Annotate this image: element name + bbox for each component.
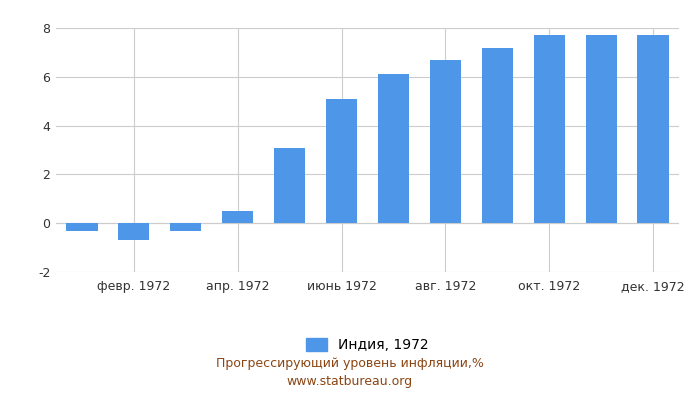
Legend: Индия, 1972: Индия, 1972	[301, 333, 434, 358]
Text: Прогрессирующий уровень инфляции,%
www.statbureau.org: Прогрессирующий уровень инфляции,% www.s…	[216, 356, 484, 388]
Bar	[66, 223, 97, 230]
Bar	[326, 99, 357, 223]
Bar	[638, 35, 668, 223]
Bar	[585, 35, 617, 223]
Bar	[170, 223, 202, 230]
Bar	[118, 223, 150, 240]
Bar	[533, 35, 565, 223]
Bar	[378, 74, 409, 223]
Bar	[482, 48, 513, 223]
Bar	[222, 211, 253, 223]
Bar	[274, 148, 305, 223]
Bar	[430, 60, 461, 223]
